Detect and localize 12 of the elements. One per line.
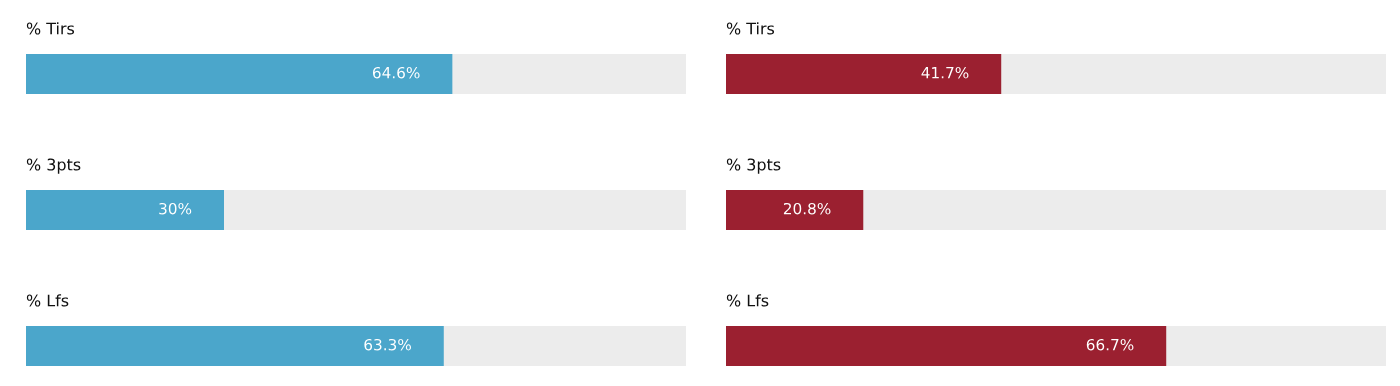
data-label: 63.3% [364,338,411,351]
data-label: 30% [159,202,192,215]
data-label: 20.8% [783,202,831,215]
y-tick-label: % Lfs [726,294,769,307]
data-label: 66.7% [1086,338,1134,351]
y-tick-label: % Tirs [726,22,775,35]
y-tick-label: % Lfs [26,294,69,307]
data-label: 41.7% [921,66,969,79]
y-tick-label: % 3pts [726,158,781,174]
y-tick-label: % Tirs [26,22,75,35]
y-tick-label: % 3pts [26,158,81,174]
data-label: 64.6% [372,66,420,79]
